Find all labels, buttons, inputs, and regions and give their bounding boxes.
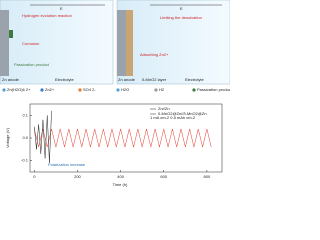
label: Passivation product	[14, 62, 50, 67]
legend-text: H2	[159, 87, 165, 92]
legend-text: H2O	[121, 87, 129, 92]
y-tick-label: 0.1	[22, 112, 28, 117]
legend-icon	[116, 88, 120, 92]
legend-icon	[154, 88, 158, 92]
x-tick-label: 400	[117, 174, 124, 179]
condition: 1 mA cm-2 0.5 mAh cm-2	[150, 115, 196, 120]
field: E	[60, 6, 63, 11]
label: Zn anode	[2, 77, 20, 82]
legend-label: Zn//Zn	[158, 106, 170, 111]
legend-text: Zn2+	[45, 87, 55, 92]
legend-icon	[2, 88, 6, 92]
label: δ-MnO2 layer	[142, 77, 167, 82]
series-line	[34, 110, 52, 163]
x-tick-label: 600	[160, 174, 167, 179]
field: E	[180, 6, 183, 11]
legend-icon	[192, 88, 196, 92]
left-panel	[0, 0, 114, 85]
zn-anode	[117, 10, 126, 76]
series-line	[34, 128, 212, 148]
legend-text: Zn(H2O)6 2+	[7, 87, 31, 92]
label: Limiting the desolvation	[160, 15, 202, 20]
annotation: Polarization increase	[48, 162, 86, 167]
legend-icon	[78, 88, 82, 92]
y-tick-label: -0.1	[21, 158, 29, 163]
passivation	[9, 30, 13, 38]
zn-anode	[0, 10, 9, 76]
legend-icon	[40, 88, 44, 92]
x-tick-label: 0	[33, 174, 36, 179]
label: Zn anode	[118, 77, 136, 82]
right-panel	[116, 0, 230, 85]
y-label: Voltage (V)	[5, 127, 10, 147]
mno2-layer	[126, 10, 133, 76]
x-tick-label: 800	[204, 174, 211, 179]
label: Hydrogen evolution reaction	[22, 13, 72, 18]
legend-text: SO4 2-	[83, 87, 96, 92]
y-tick-label: 0.0	[22, 135, 28, 140]
legend-label: δ-MnO2@Zn//δ-MnO2@Zn	[158, 111, 207, 116]
label: Adsorbing Zn2+	[140, 52, 169, 57]
legend-text: Passivation product	[197, 87, 230, 92]
x-label: Time (h)	[113, 182, 128, 187]
x-tick-label: 200	[74, 174, 81, 179]
figure: E Hydrogen evolution reaction Corrosion …	[0, 0, 230, 187]
label: Corrosion	[22, 41, 39, 46]
label: Electrolyte	[55, 77, 74, 82]
label: Electrolyte	[185, 77, 204, 82]
